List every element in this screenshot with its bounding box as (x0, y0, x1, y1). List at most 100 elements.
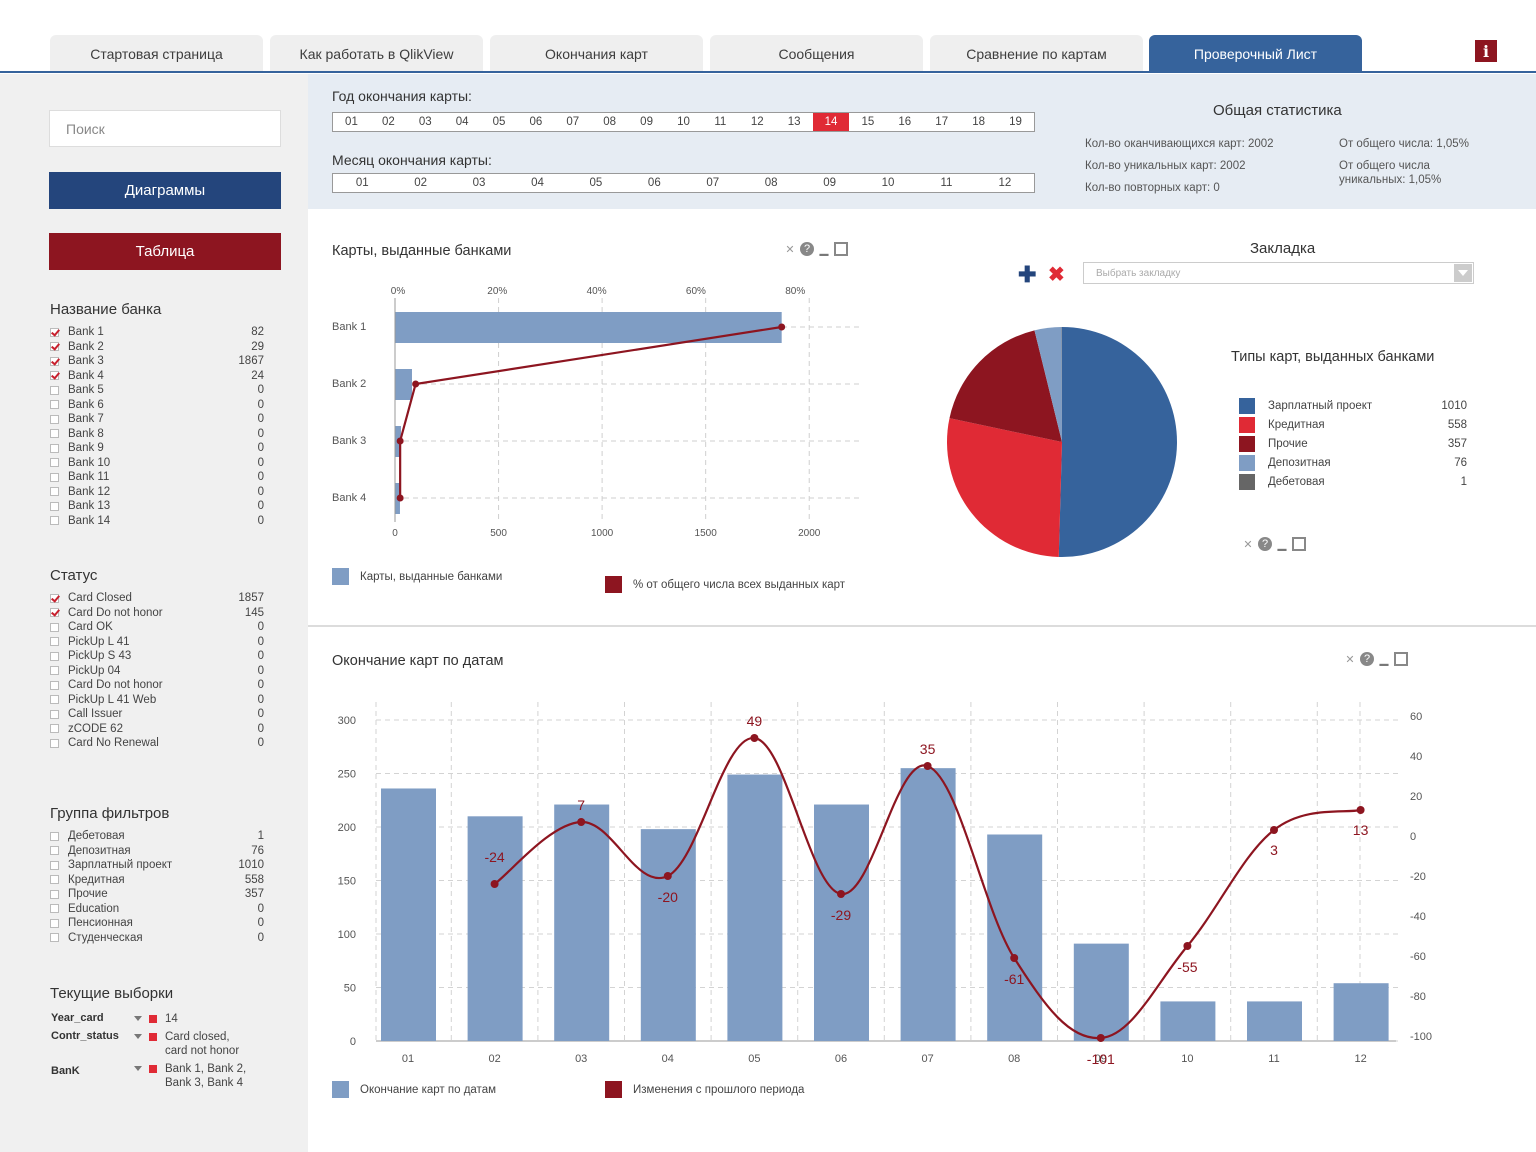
checkbox[interactable] (50, 443, 59, 453)
tab-2[interactable]: Как работать в QlikView (270, 35, 483, 72)
years-cell[interactable]: 15 (861, 116, 875, 128)
checkbox[interactable] (50, 738, 59, 748)
listbox-item[interactable]: Bank 9 0 (50, 441, 264, 456)
tab-3[interactable]: Окончания карт (490, 35, 703, 72)
listbox-item[interactable]: PickUp L 41 0 (50, 635, 264, 650)
checkbox[interactable] (50, 501, 59, 511)
checkbox[interactable] (50, 342, 59, 352)
months-cell[interactable]: 01 (355, 177, 369, 189)
listbox-item[interactable]: Bank 13 0 (50, 499, 264, 514)
listbox-item[interactable]: Card Do not honor 0 (50, 678, 264, 693)
listbox-item[interactable]: Card Do not honor 145 (50, 606, 264, 621)
minimize-icon[interactable]: ▁ (1277, 538, 1287, 551)
checkbox[interactable] (50, 724, 59, 734)
years-cell[interactable]: 02 (381, 116, 395, 128)
listbox-item[interactable]: Card No Renewal 0 (50, 736, 264, 751)
listbox-item[interactable]: Bank 8 0 (50, 427, 264, 442)
years-cell[interactable]: 11 (714, 116, 727, 128)
checkbox[interactable] (50, 709, 59, 719)
months-cell[interactable]: 09 (823, 177, 836, 189)
checkbox[interactable] (50, 846, 59, 856)
years-cell[interactable]: 09 (640, 116, 653, 128)
maximize-icon[interactable] (1292, 537, 1306, 551)
listbox-item[interactable]: Депозитная 76 (50, 844, 264, 859)
listbox-item[interactable]: Зарплатный проект 1010 (50, 858, 264, 873)
checkbox[interactable] (50, 637, 59, 647)
minimize-icon[interactable]: ▁ (819, 243, 829, 256)
checkbox[interactable] (50, 904, 59, 914)
listbox-item[interactable]: PickUp 04 0 (50, 664, 264, 679)
years-cell[interactable]: 01 (345, 116, 358, 128)
checkbox[interactable] (50, 666, 59, 676)
listbox-item[interactable]: Bank 11 0 (50, 470, 264, 485)
years-cell[interactable]: 07 (566, 116, 580, 128)
years-cell[interactable]: 16 (898, 116, 912, 128)
checkbox[interactable] (50, 875, 59, 885)
maximize-icon[interactable] (1394, 652, 1408, 666)
listbox-item[interactable]: Card OK 0 (50, 620, 264, 635)
listbox-item[interactable]: Кредитная 558 (50, 873, 264, 888)
checkbox[interactable] (50, 889, 59, 899)
dropdown-arrow-icon[interactable] (134, 1034, 142, 1039)
checkbox[interactable] (50, 933, 59, 943)
checkbox[interactable] (50, 651, 59, 661)
checkbox[interactable] (50, 356, 59, 366)
checkbox[interactable] (50, 593, 59, 603)
listbox-item[interactable]: Студенческая 0 (50, 931, 264, 946)
tab-1[interactable]: Стартовая страница (50, 35, 263, 72)
clear-selection-icon[interactable]: ✕ (1345, 653, 1355, 666)
listbox-item[interactable]: Call Issuer 0 (50, 707, 264, 722)
years-cell[interactable]: 04 (455, 116, 469, 128)
checkbox[interactable] (50, 327, 59, 337)
maximize-icon[interactable] (834, 242, 848, 256)
listbox-item[interactable]: Education 0 (50, 902, 264, 917)
years-cell[interactable]: 13 (787, 116, 801, 128)
months-cell[interactable]: 10 (881, 177, 895, 189)
checkbox[interactable] (50, 385, 59, 395)
months-cell[interactable]: 06 (647, 177, 661, 189)
months-cell[interactable]: 07 (706, 177, 720, 189)
listbox-item[interactable]: Bank 7 0 (50, 412, 264, 427)
checkbox[interactable] (50, 680, 59, 690)
clear-selection-icon[interactable]: ✕ (1243, 538, 1253, 551)
chevron-down-icon[interactable] (1454, 264, 1472, 282)
clear-selection-icon[interactable]: ✕ (785, 243, 795, 256)
months-cell[interactable]: 03 (472, 177, 486, 189)
listbox-item[interactable]: Bank 5 0 (50, 383, 264, 398)
listbox-item[interactable]: Bank 10 0 (50, 456, 264, 471)
listbox-item[interactable]: Bank 2 29 (50, 340, 264, 355)
current-selection-row[interactable]: Contr_status Card closed, card not honor (50, 1030, 280, 1058)
years-cell[interactable]: 12 (750, 116, 764, 128)
listbox-item[interactable]: Card Closed 1857 (50, 591, 264, 606)
help-icon[interactable]: ? (1360, 652, 1374, 666)
months-cell[interactable]: 05 (589, 177, 603, 189)
years-cell[interactable]: 05 (492, 116, 506, 128)
bookmark-select[interactable]: Выбрать закладку (1083, 262, 1474, 284)
years-cell[interactable]: 19 (1009, 116, 1022, 128)
months-cell[interactable]: 04 (531, 177, 544, 189)
checkbox[interactable] (50, 429, 59, 439)
current-selection-row[interactable]: Year_card 14 (50, 1012, 280, 1026)
listbox-item[interactable]: PickUp S 43 0 (50, 649, 264, 664)
dropdown-arrow-icon[interactable] (134, 1016, 142, 1021)
table-button[interactable]: Таблица (49, 233, 281, 270)
dropdown-arrow-icon[interactable] (134, 1066, 142, 1071)
checkbox[interactable] (50, 860, 59, 870)
years-cell[interactable]: 08 (603, 116, 617, 128)
checkbox[interactable] (50, 831, 59, 841)
checkbox[interactable] (50, 400, 59, 410)
search-input[interactable]: Поиск (49, 110, 281, 147)
months-cell[interactable]: 11 (940, 177, 953, 189)
listbox-item[interactable]: PickUp L 41 Web 0 (50, 693, 264, 708)
listbox-item[interactable]: Bank 6 0 (50, 398, 264, 413)
listbox-item[interactable]: Bank 12 0 (50, 485, 264, 500)
listbox-item[interactable]: zCODE 62 0 (50, 722, 264, 737)
listbox-item[interactable]: Bank 1 82 (50, 325, 264, 340)
checkbox[interactable] (50, 487, 59, 497)
current-selection-row[interactable]: BanK Bank 1, Bank 2, Bank 3, Bank 4 (50, 1062, 280, 1090)
info-button[interactable]: i (1475, 40, 1497, 62)
listbox-item[interactable]: Пенсионная 0 (50, 916, 264, 931)
years-cell[interactable]: 17 (935, 116, 949, 128)
checkbox[interactable] (50, 472, 59, 482)
tab-6[interactable]: Проверочный Лист (1149, 35, 1362, 72)
